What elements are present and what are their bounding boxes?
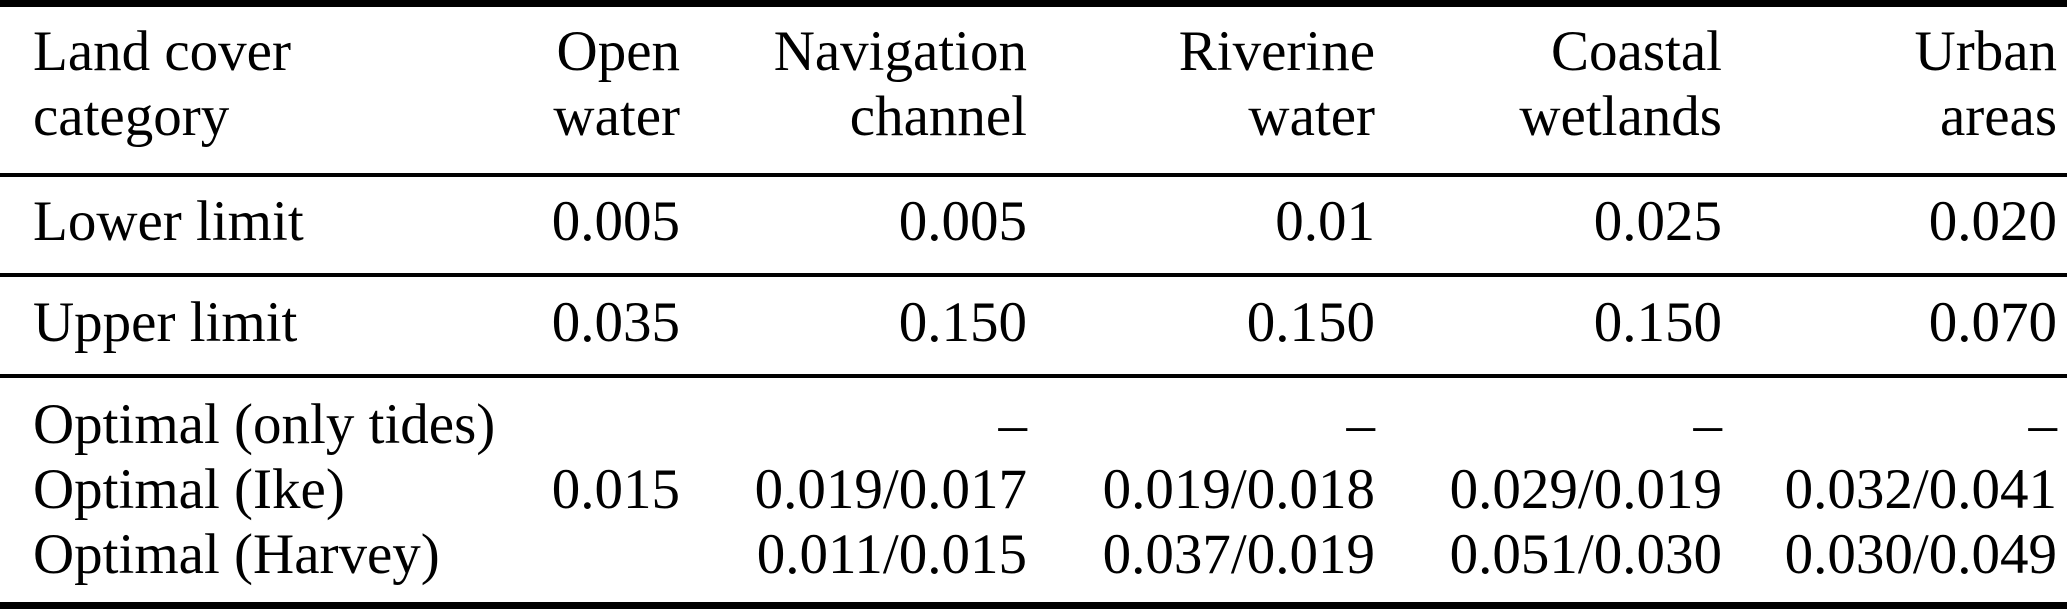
cell-lower-limit-riverine-water: 0.01 [1275,190,1375,254]
header-line: Coastal [1551,20,1722,83]
header-coastal-wetlands: Coastal wetlands [1375,4,1722,176]
header-line: water [553,85,680,148]
header-line: channel [849,85,1027,148]
optimal-only-tides-value: – [1693,392,1723,456]
row-label-optimal-only-tides: Optimal (only tides) [33,392,496,456]
cell-upper-limit-navigation-channel: 0.150 [898,290,1027,354]
header-row: Land cover category Open water Navigatio… [0,4,2067,176]
cell-optimal-riverine-water: – 0.019/0.018 0.037/0.019 [1027,376,1375,606]
cell-upper-limit-riverine-water: 0.150 [1246,290,1375,354]
header-line: water [1248,85,1375,148]
cell-lower-limit-open-water: 0.005 [551,190,680,254]
cell-lower-limit-coastal-wetlands: 0.025 [1593,190,1722,254]
optimal-harvey-value: 0.037/0.019 [1102,522,1375,586]
row-optimal-section: Optimal (only tides) Optimal (Ike) Optim… [0,376,2067,606]
cell-optimal-urban-areas: – 0.032/0.041 0.030/0.049 [1722,376,2067,606]
header-line: Navigation [773,20,1027,83]
optimal-only-tides-value: – [1346,392,1376,456]
cell-optimal-navigation-channel: – 0.019/0.017 0.011/0.015 [680,376,1027,606]
optimal-harvey-value [430,522,680,587]
header-line: Urban [1914,20,2057,83]
cell-upper-limit-coastal-wetlands: 0.150 [1593,290,1722,354]
header-line: Land cover [33,20,291,83]
optimal-harvey-value: 0.051/0.030 [1449,522,1722,586]
header-line: Riverine [1178,20,1375,83]
header-land-cover-category: Land cover category [0,4,430,176]
row-lower-limit: Lower limit 0.005 0.005 0.01 0.025 0.020 [0,175,2067,276]
cell-upper-limit-urban-areas: 0.070 [1928,290,2057,354]
optimal-ike-value: 0.019/0.017 [754,457,1027,521]
optimal-labels-cell: Optimal (only tides) Optimal (Ike) Optim… [0,376,496,606]
row-label-upper-limit: Upper limit [33,290,298,354]
header-line: Open [556,20,680,83]
header-urban-areas: Urban areas [1722,4,2067,176]
optimal-ike-value: 0.029/0.019 [1449,457,1722,521]
cell-lower-limit-navigation-channel: 0.005 [898,190,1027,254]
header-open-water: Open water [430,4,680,176]
header-line: areas [1939,85,2057,148]
optimal-ike-value: 0.019/0.018 [1102,457,1375,521]
cell-optimal-coastal-wetlands: – 0.029/0.019 0.051/0.030 [1375,376,1722,606]
optimal-only-tides-value: – [2028,392,2058,456]
header-line: wetlands [1519,85,1722,148]
optimal-harvey-value: 0.030/0.049 [1784,522,2057,586]
row-label-optimal-harvey: Optimal (Harvey) [33,522,440,586]
optimal-ike-value: 0.032/0.041 [1784,457,2057,521]
header-navigation-channel: Navigation channel [680,4,1027,176]
cell-upper-limit-open-water: 0.035 [551,290,680,354]
cell-optimal-open-water: 0.015 [430,376,680,606]
row-label-optimal-ike: Optimal (Ike) [33,457,345,521]
optimal-ike-value: 0.015 [551,457,680,521]
row-upper-limit: Upper limit 0.035 0.150 0.150 0.150 0.07… [0,275,2067,376]
row-label-lower-limit: Lower limit [33,190,304,254]
optimal-only-tides-value: – [998,392,1028,456]
header-line: category [33,85,230,148]
optimal-harvey-value: 0.011/0.015 [756,522,1027,586]
cell-lower-limit-urban-areas: 0.020 [1928,190,2057,254]
header-riverine-water: Riverine water [1027,4,1375,176]
